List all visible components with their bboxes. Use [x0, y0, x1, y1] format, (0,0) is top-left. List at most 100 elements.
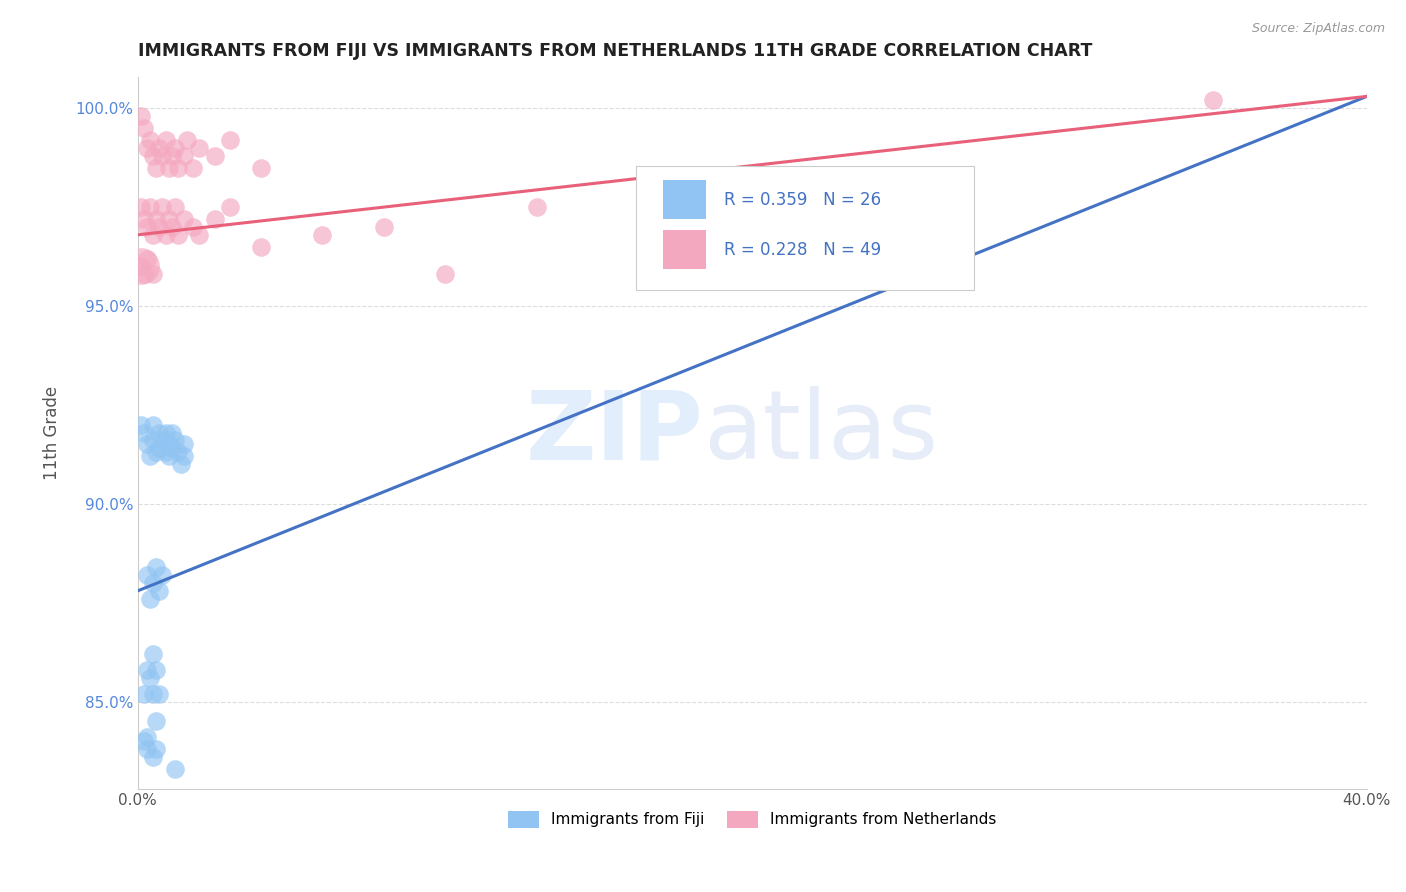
Point — [139, 591, 162, 606]
Point — [155, 133, 177, 147]
Point — [136, 742, 159, 756]
Point — [157, 437, 180, 451]
Point — [160, 149, 183, 163]
Point — [204, 149, 226, 163]
Point — [139, 200, 162, 214]
Point — [152, 434, 174, 448]
Point — [139, 133, 162, 147]
Point — [129, 109, 152, 123]
Point — [249, 161, 271, 175]
Point — [136, 252, 159, 266]
Point — [129, 200, 152, 214]
Y-axis label: 11th Grade: 11th Grade — [44, 385, 60, 480]
Point — [176, 133, 198, 147]
Point — [157, 211, 180, 226]
Point — [181, 161, 204, 175]
Point — [139, 450, 162, 464]
Point — [155, 425, 177, 440]
Point — [219, 200, 242, 214]
Point — [142, 268, 165, 282]
Point — [145, 663, 167, 677]
Point — [173, 149, 195, 163]
Point — [160, 442, 183, 456]
Point — [163, 141, 186, 155]
Point — [136, 663, 159, 677]
Point — [157, 450, 180, 464]
Point — [526, 200, 548, 214]
Point — [136, 141, 159, 155]
Text: Source: ZipAtlas.com: Source: ZipAtlas.com — [1251, 22, 1385, 36]
Point — [129, 260, 152, 274]
Point — [148, 425, 170, 440]
Point — [188, 141, 211, 155]
Text: atlas: atlas — [703, 386, 938, 479]
Point — [142, 647, 165, 661]
Point — [170, 457, 193, 471]
Point — [188, 227, 211, 242]
Point — [219, 133, 242, 147]
Point — [163, 200, 186, 214]
Text: R = 0.228   N = 49: R = 0.228 N = 49 — [724, 241, 882, 259]
Point — [160, 425, 183, 440]
Point — [373, 219, 395, 234]
Point — [145, 714, 167, 729]
Text: ZIP: ZIP — [526, 386, 703, 479]
Point — [311, 227, 333, 242]
Point — [142, 575, 165, 590]
Point — [136, 568, 159, 582]
Point — [142, 750, 165, 764]
Point — [148, 219, 170, 234]
Point — [152, 568, 174, 582]
Point — [152, 149, 174, 163]
Point — [136, 219, 159, 234]
Point — [157, 161, 180, 175]
Point — [173, 437, 195, 451]
Point — [136, 437, 159, 451]
Point — [129, 417, 152, 432]
Text: R = 0.359   N = 26: R = 0.359 N = 26 — [724, 191, 882, 209]
Point — [145, 742, 167, 756]
Point — [142, 417, 165, 432]
Legend: Immigrants from Fiji, Immigrants from Netherlands: Immigrants from Fiji, Immigrants from Ne… — [502, 805, 1002, 834]
Point — [145, 560, 167, 574]
Point — [132, 425, 155, 440]
FancyBboxPatch shape — [662, 229, 706, 268]
Point — [139, 671, 162, 685]
Point — [142, 149, 165, 163]
Point — [142, 434, 165, 448]
Point — [132, 211, 155, 226]
FancyBboxPatch shape — [636, 166, 973, 290]
Point — [142, 687, 165, 701]
Point — [142, 227, 165, 242]
Point — [152, 200, 174, 214]
FancyBboxPatch shape — [662, 180, 706, 219]
Point — [679, 188, 702, 202]
Point — [155, 227, 177, 242]
Point — [148, 687, 170, 701]
Point — [163, 762, 186, 776]
Point — [434, 268, 457, 282]
Text: IMMIGRANTS FROM FIJI VS IMMIGRANTS FROM NETHERLANDS 11TH GRADE CORRELATION CHART: IMMIGRANTS FROM FIJI VS IMMIGRANTS FROM … — [138, 42, 1092, 60]
Point — [148, 442, 170, 456]
Point — [155, 445, 177, 459]
Point — [132, 121, 155, 136]
Point — [160, 219, 183, 234]
Point — [163, 434, 186, 448]
Point — [132, 268, 155, 282]
Point — [145, 445, 167, 459]
Point — [148, 583, 170, 598]
Point — [173, 450, 195, 464]
Point — [132, 687, 155, 701]
Point — [132, 734, 155, 748]
Point — [166, 445, 188, 459]
Point — [249, 240, 271, 254]
Point — [129, 260, 152, 274]
Point — [166, 161, 188, 175]
Point — [1202, 93, 1225, 107]
Point — [181, 219, 204, 234]
Point — [166, 227, 188, 242]
Point — [145, 211, 167, 226]
Point — [173, 211, 195, 226]
Point — [204, 211, 226, 226]
Point — [145, 161, 167, 175]
